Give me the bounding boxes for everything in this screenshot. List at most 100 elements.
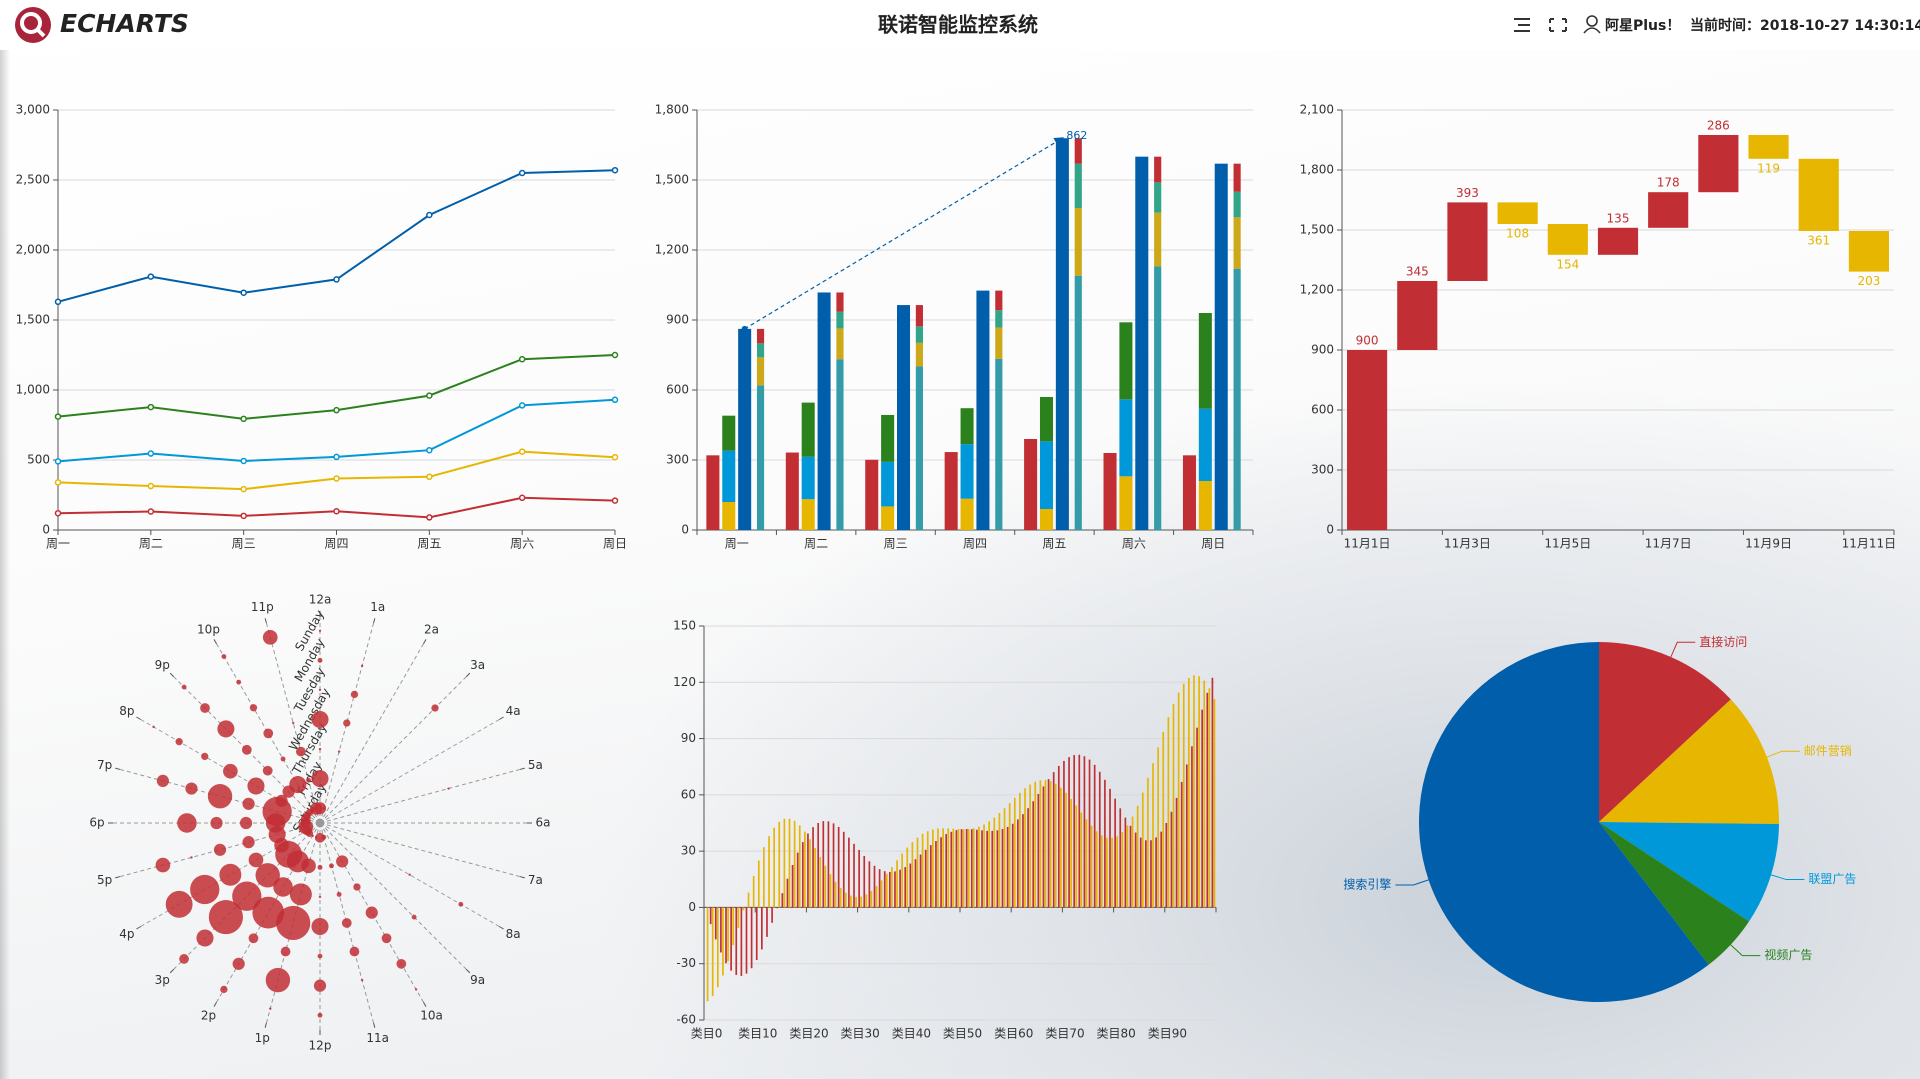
- pie-leader: [1770, 874, 1805, 881]
- bar: [1034, 781, 1037, 908]
- angle-tick: [466, 672, 471, 677]
- data-label: 900: [1356, 334, 1379, 348]
- fullscreen-icon[interactable]: [1549, 18, 1567, 32]
- bar: [1547, 224, 1588, 255]
- punch-dot: [213, 843, 227, 856]
- bar: [786, 878, 789, 908]
- bar: [1648, 192, 1689, 228]
- bar: [881, 506, 895, 530]
- punch-dot: [318, 895, 322, 899]
- punch-dot: [232, 957, 245, 970]
- user-icon[interactable]: [1583, 15, 1601, 34]
- bar: [962, 829, 965, 908]
- punch-dot: [223, 763, 238, 779]
- bar: [1347, 350, 1388, 530]
- bar: [921, 833, 924, 908]
- bar: [1154, 182, 1162, 213]
- pie-label: 直接访问: [1699, 634, 1747, 649]
- bar: [722, 415, 736, 451]
- bar: [937, 828, 939, 908]
- bar: [1172, 703, 1175, 908]
- bar: [706, 455, 720, 530]
- bar: [1074, 138, 1082, 164]
- bar: [940, 837, 942, 908]
- pie-label: 联盟广告: [1808, 872, 1856, 886]
- punch-dot: [236, 679, 242, 685]
- bar: [960, 498, 974, 530]
- bar: [771, 907, 773, 923]
- bar: [1074, 208, 1082, 276]
- punch-dot: [280, 756, 286, 762]
- y-tick-label: 1,200: [1300, 283, 1334, 297]
- bar: [1129, 825, 1132, 908]
- line-point: [333, 475, 340, 482]
- punch-dot: [255, 863, 280, 888]
- bar: [1188, 677, 1190, 908]
- bar: [1155, 837, 1157, 908]
- x-tick-label: 周二: [139, 537, 163, 551]
- pie-slice: [1599, 642, 1731, 822]
- angle-tick: [136, 926, 141, 930]
- bar: [1047, 779, 1050, 908]
- bar: [924, 849, 927, 908]
- bar: [1136, 805, 1139, 908]
- y-tick-label: 150: [673, 619, 696, 633]
- x-tick-label: 11月11日: [1842, 537, 1897, 551]
- x-tick-label: 周日: [1201, 537, 1225, 551]
- logo[interactable]: ECHARTS: [15, 7, 189, 43]
- angle-label: 8p: [119, 704, 134, 718]
- punch-dot: [248, 852, 264, 868]
- x-tick-label: 类目0: [691, 1027, 723, 1041]
- bar: [755, 907, 758, 960]
- bar: [819, 856, 822, 908]
- x-tick-label: 11月7日: [1645, 537, 1692, 551]
- bar: [745, 907, 748, 974]
- bar: [1017, 819, 1019, 908]
- punch-dot: [207, 784, 233, 809]
- bar: [756, 343, 765, 358]
- angle-tick: [499, 926, 504, 930]
- bar: [965, 829, 968, 908]
- punch-dot: [350, 690, 359, 699]
- angle-label: 1a: [370, 600, 385, 614]
- punch-dot: [414, 988, 418, 991]
- bar: [793, 820, 796, 908]
- data-label: 108: [1506, 227, 1529, 241]
- bar: [1044, 780, 1047, 908]
- punch-dot: [241, 744, 252, 755]
- punch-dot: [219, 863, 242, 886]
- punch-dot: [289, 883, 312, 906]
- angle-label: 5a: [528, 758, 543, 772]
- menu-icon[interactable]: [1514, 18, 1530, 32]
- bar: [1233, 163, 1241, 192]
- bar: [896, 860, 898, 908]
- y-tick-label: 2,100: [1300, 103, 1334, 117]
- pie-leader: [1730, 944, 1761, 957]
- bar: [1011, 823, 1014, 908]
- x-tick-label: 11月3日: [1444, 537, 1491, 551]
- user-name[interactable]: 阿星Plus！: [1605, 18, 1680, 34]
- bar: [836, 311, 844, 329]
- bar: [1109, 788, 1111, 908]
- bar: [704, 907, 707, 908]
- bar: [1160, 831, 1163, 908]
- angle-label: 5p: [97, 873, 112, 887]
- line-point: [611, 453, 619, 461]
- punch-dot: [248, 933, 259, 944]
- x-tick-label: 11月9日: [1745, 537, 1792, 551]
- y-tick-label: 2,000: [16, 243, 50, 257]
- angle-label: 9p: [155, 658, 170, 672]
- pie-slice: [1419, 642, 1709, 1002]
- line-point: [147, 273, 155, 280]
- line-point: [426, 473, 433, 481]
- punch-dot: [295, 746, 306, 757]
- line-point: [518, 448, 526, 455]
- bar: [960, 829, 963, 908]
- bar: [860, 896, 863, 908]
- bar: [837, 826, 840, 908]
- bar: [822, 821, 825, 908]
- markline-label: 862: [1066, 129, 1087, 142]
- bar: [783, 818, 786, 908]
- line-point: [518, 355, 526, 363]
- bar: [891, 867, 893, 908]
